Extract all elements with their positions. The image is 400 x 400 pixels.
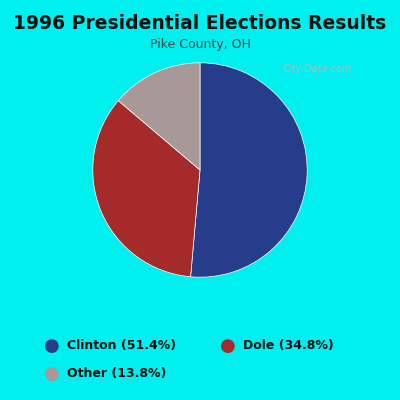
Text: Dole (34.8%): Dole (34.8%) [243,340,334,352]
Text: City-Data.com: City-Data.com [282,64,352,74]
Text: ●: ● [44,365,60,383]
Text: ●: ● [220,337,236,355]
Wedge shape [93,101,200,277]
Text: Pike County, OH: Pike County, OH [150,38,250,51]
Text: Other (13.8%): Other (13.8%) [67,368,166,380]
Wedge shape [190,63,307,277]
Text: Clinton (51.4%): Clinton (51.4%) [67,340,176,352]
Text: ●: ● [44,337,60,355]
Wedge shape [118,63,200,170]
Text: 1996 Presidential Elections Results: 1996 Presidential Elections Results [13,14,387,33]
